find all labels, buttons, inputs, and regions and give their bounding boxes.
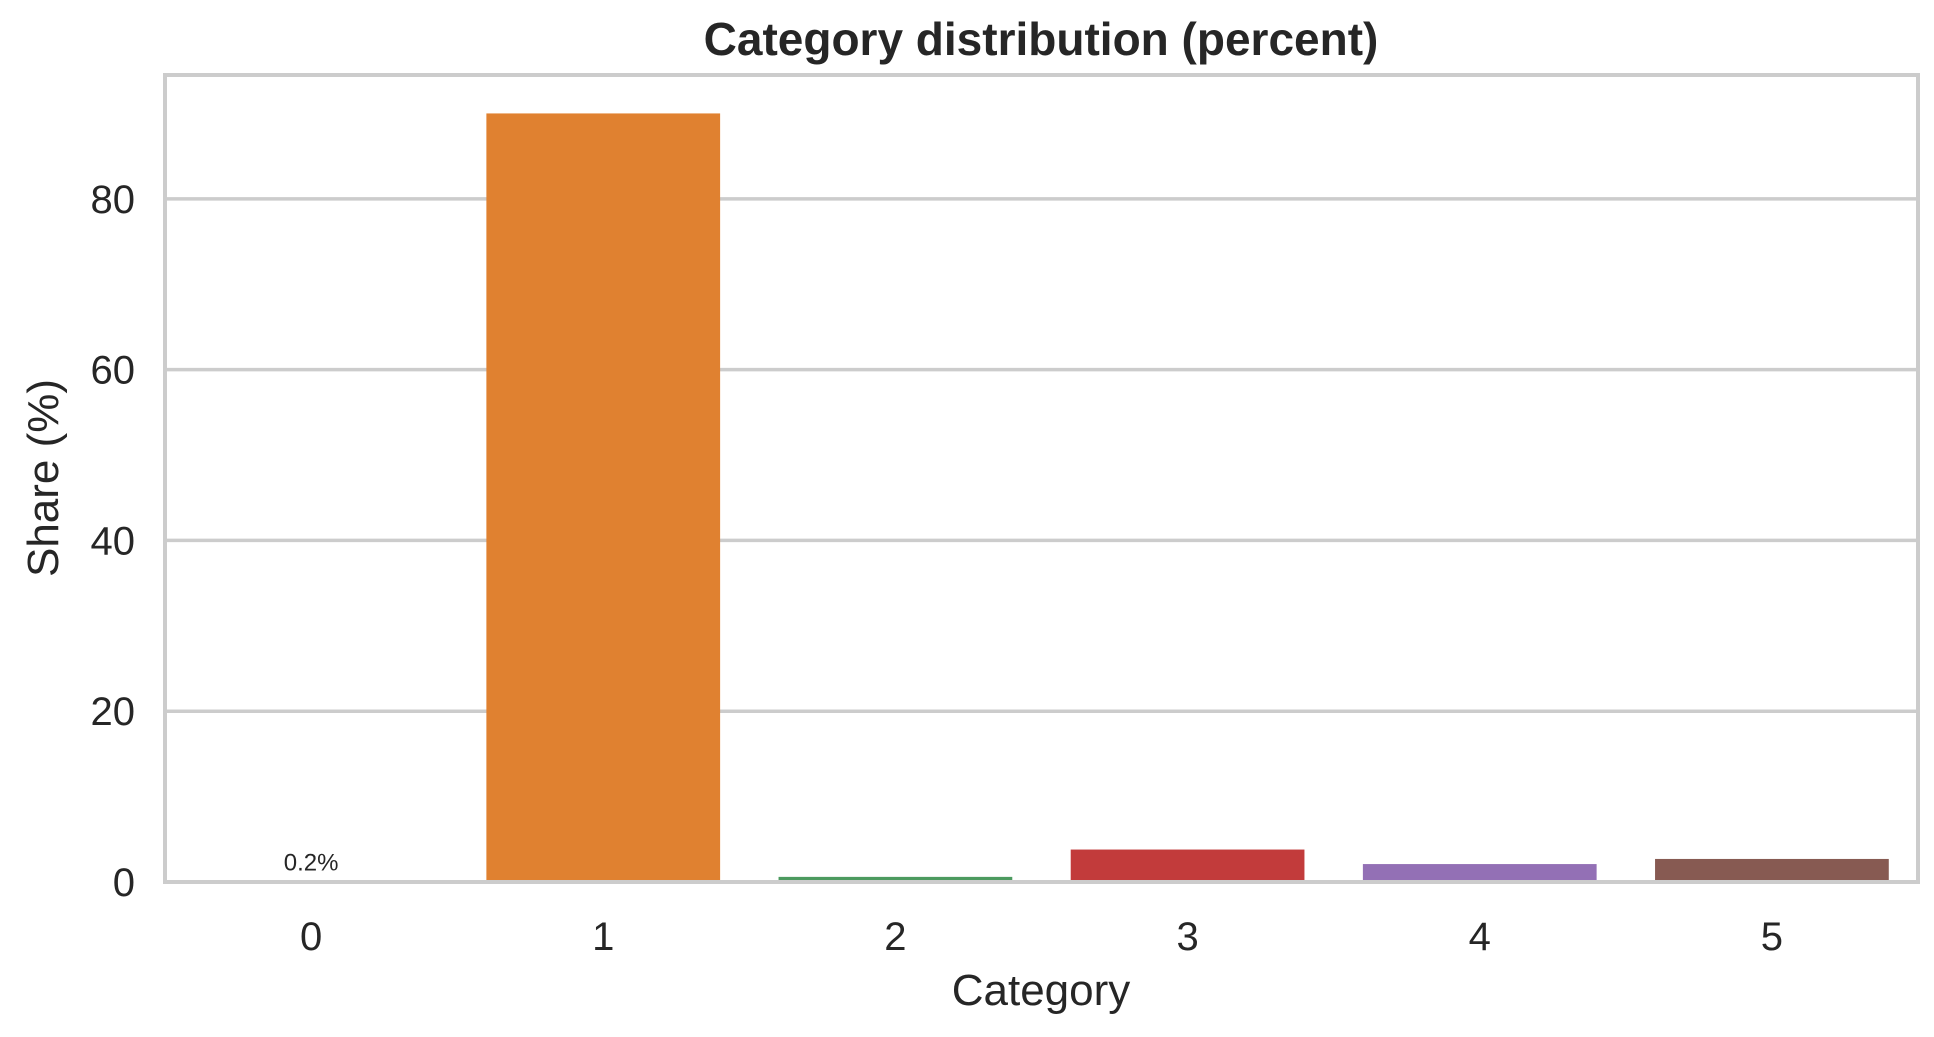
y-tick-label-80: 80 — [91, 178, 136, 222]
chart-title: Category distribution (percent) — [704, 13, 1379, 65]
x-tick-label-5: 5 — [1761, 915, 1783, 959]
y-tick-labels: 0 20 40 60 80 — [91, 178, 136, 905]
bar-4 — [1362, 864, 1597, 882]
data-label-0: 0.2% — [284, 849, 339, 876]
bar-3 — [1070, 849, 1305, 882]
x-tick-label-0: 0 — [300, 915, 322, 959]
y-tick-label-0: 0 — [113, 861, 135, 905]
data-labels: 0.2% — [284, 849, 339, 876]
grid-lines — [165, 197, 1918, 884]
y-tick-label-40: 40 — [91, 519, 136, 563]
x-tick-label-2: 2 — [884, 915, 906, 959]
bars — [194, 113, 1889, 882]
x-axis-label: Category — [952, 966, 1131, 1015]
plot-frame — [163, 73, 1920, 884]
bar-2 — [778, 876, 1013, 882]
x-tick-label-4: 4 — [1469, 915, 1491, 959]
x-tick-labels: 0 1 2 3 4 5 — [300, 915, 1783, 959]
y-tick-label-60: 60 — [91, 349, 136, 393]
x-tick-label-1: 1 — [592, 915, 614, 959]
bar-5 — [1655, 858, 1889, 882]
y-axis-label: Share (%) — [19, 379, 68, 577]
x-tick-label-3: 3 — [1176, 915, 1198, 959]
y-tick-label-20: 20 — [91, 690, 136, 734]
bar-1 — [486, 113, 721, 882]
